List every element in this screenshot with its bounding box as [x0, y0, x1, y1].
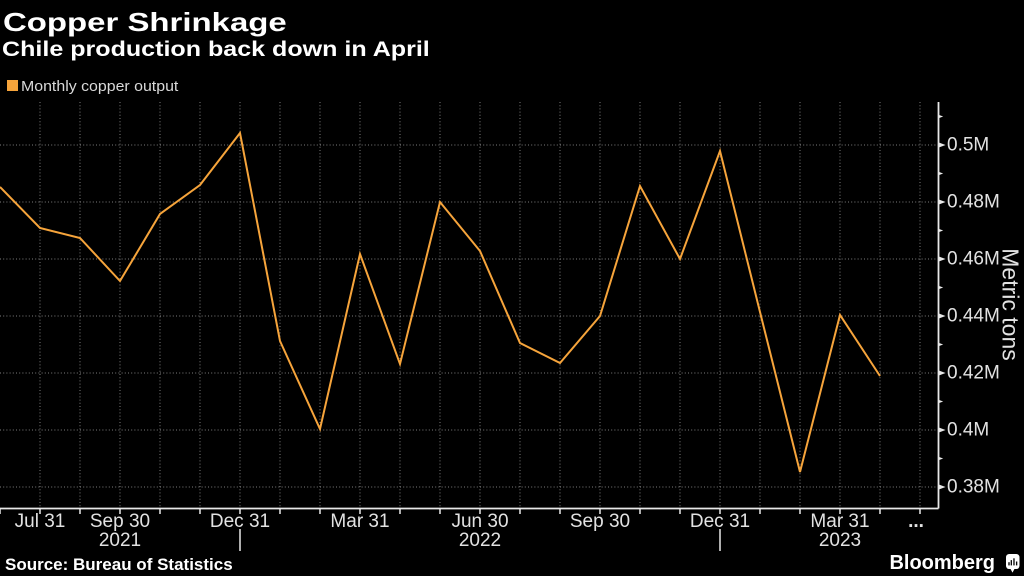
svg-text:0.44M: 0.44M: [947, 306, 1000, 327]
svg-text:0.38M: 0.38M: [947, 477, 1000, 498]
svg-text:0.42M: 0.42M: [947, 363, 1000, 384]
svg-text:Sep 30: Sep 30: [570, 511, 630, 532]
svg-text:0.46M: 0.46M: [947, 249, 1000, 270]
svg-text:2023: 2023: [819, 530, 861, 551]
svg-text:0.48M: 0.48M: [947, 192, 1000, 213]
svg-text:...: ...: [908, 511, 924, 532]
svg-text:2022: 2022: [459, 530, 501, 551]
svg-text:Dec 31: Dec 31: [210, 511, 270, 532]
svg-text:Jul 31: Jul 31: [15, 511, 66, 532]
svg-text:0.4M: 0.4M: [947, 420, 989, 441]
svg-text:Sep 30: Sep 30: [90, 511, 150, 532]
svg-text:Jun 30: Jun 30: [451, 511, 508, 532]
svg-text:0.5M: 0.5M: [947, 135, 989, 156]
svg-text:Metric tons: Metric tons: [998, 248, 1024, 360]
svg-text:2021: 2021: [99, 530, 141, 551]
svg-text:Dec 31: Dec 31: [690, 511, 750, 532]
svg-text:Mar 31: Mar 31: [810, 511, 869, 532]
svg-text:Mar 31: Mar 31: [330, 511, 389, 532]
